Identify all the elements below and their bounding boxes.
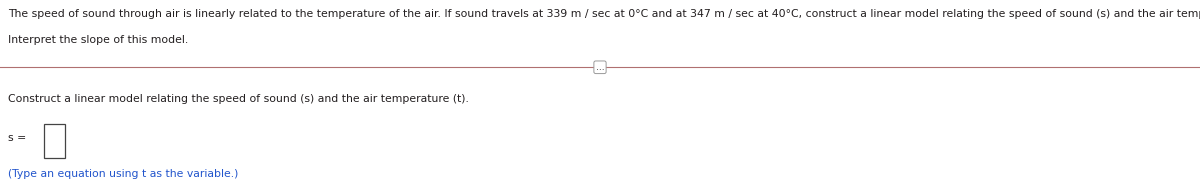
- Text: The speed of sound through air is linearly related to the temperature of the air: The speed of sound through air is linear…: [8, 9, 1200, 19]
- Text: s =: s =: [8, 133, 30, 143]
- Text: (Type an equation using t as the variable.): (Type an equation using t as the variabl…: [8, 169, 239, 179]
- Text: Interpret the slope of this model.: Interpret the slope of this model.: [8, 35, 188, 45]
- Text: Construct a linear model relating the speed of sound (s) and the air temperature: Construct a linear model relating the sp…: [8, 94, 469, 104]
- Text: ...: ...: [595, 63, 605, 72]
- FancyBboxPatch shape: [43, 124, 65, 158]
